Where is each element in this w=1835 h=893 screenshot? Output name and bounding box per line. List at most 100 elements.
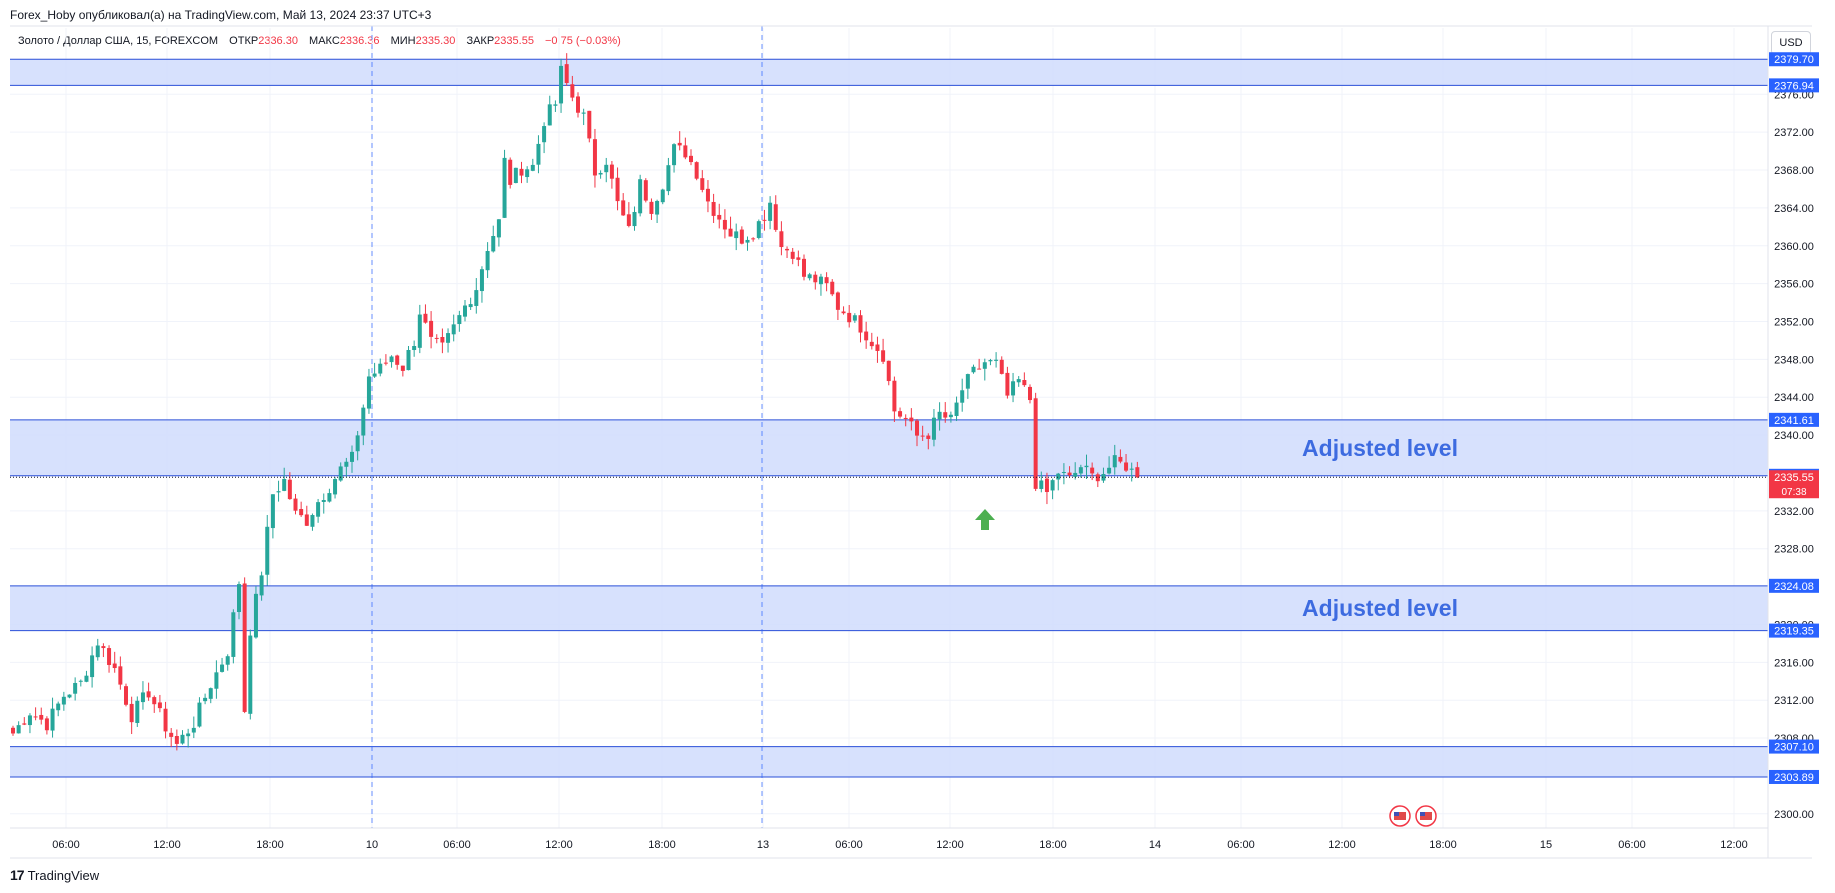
candle-body — [1078, 467, 1083, 474]
candle-body — [818, 276, 823, 285]
candle-body — [519, 168, 524, 176]
y-tick-label: 2360.00 — [1774, 241, 1814, 253]
candle-body — [208, 688, 213, 699]
price-label-bg — [1769, 578, 1819, 593]
candle-body — [564, 64, 569, 84]
candle-body — [525, 169, 530, 178]
price-label-bg — [1769, 78, 1819, 93]
candle-body — [152, 697, 157, 705]
candle-body — [1044, 478, 1049, 493]
candle-body — [739, 229, 744, 244]
candle-body — [536, 143, 541, 165]
candle-body — [180, 734, 185, 744]
chart-grid — [10, 28, 1768, 828]
candle-body — [474, 290, 479, 306]
price-label: 2341.61 — [1774, 415, 1814, 427]
candle-body — [931, 417, 936, 440]
brand-label: TradingView — [27, 867, 100, 883]
y-tick-label: 2324.00 — [1774, 582, 1814, 594]
candle-body — [344, 461, 349, 467]
candle-body — [745, 239, 750, 243]
candle-body — [965, 374, 970, 389]
candle-body — [971, 366, 976, 373]
candle-body — [660, 189, 665, 203]
candle-body — [773, 204, 778, 230]
candle-body — [802, 258, 806, 277]
price-label: 2307.10 — [1774, 742, 1814, 754]
flag-canton — [1394, 812, 1399, 816]
candle-body — [468, 304, 473, 308]
candle-body — [1124, 462, 1129, 471]
candle-body — [135, 700, 140, 724]
x-tick-label: 12:00 — [1328, 839, 1356, 851]
price-label: 2324.08 — [1774, 581, 1814, 593]
candle-body — [1090, 467, 1095, 474]
candle-body — [626, 214, 631, 226]
high-label: МАКС — [309, 35, 340, 47]
candle-body — [756, 221, 761, 238]
y-tick-label: 2308.00 — [1774, 733, 1814, 745]
candle-body — [886, 360, 891, 382]
candle-body — [1056, 473, 1061, 480]
close-value: 2335.55 — [494, 35, 534, 47]
zone-annotation: Adjusted level — [1302, 435, 1458, 461]
candle-body — [570, 84, 575, 98]
candle-body — [728, 228, 733, 237]
zone-rect — [10, 746, 1768, 777]
price-label: 2303.89 — [1774, 772, 1814, 784]
candle-body — [406, 349, 411, 371]
candle-body — [417, 314, 422, 348]
high-value: 2336.36 — [339, 35, 380, 47]
y-tick-label: 2336.00 — [1774, 468, 1814, 480]
x-tick-label: 06:00 — [443, 839, 471, 851]
price-label: 2335.70 — [1774, 471, 1814, 483]
candle-body — [310, 515, 315, 527]
candlesticks — [11, 53, 1140, 751]
candle-body — [457, 315, 462, 325]
candle-body — [429, 320, 434, 337]
tradingview-footer[interactable]: 17 TradingView — [10, 867, 99, 883]
candle-body — [875, 344, 880, 351]
flag-ring — [1389, 805, 1411, 827]
candle-body — [434, 337, 439, 339]
candle-body — [33, 716, 38, 718]
candle-body — [779, 231, 784, 248]
candle-body — [157, 702, 162, 709]
candle-body — [892, 380, 897, 412]
low-value: 2335.30 — [415, 35, 456, 47]
x-tick-label: 18:00 — [1429, 839, 1457, 851]
candle-body — [56, 703, 61, 711]
open-value: 2336.30 — [258, 35, 298, 47]
y-tick-label: 2344.00 — [1774, 392, 1814, 404]
candle-body — [118, 666, 123, 685]
candle-body — [841, 311, 846, 314]
candle-body — [852, 315, 857, 321]
candle-body — [287, 479, 292, 500]
currency-button[interactable]: USD — [1771, 31, 1811, 55]
candle-body — [1011, 381, 1016, 396]
x-tick-label: 14 — [1149, 839, 1161, 851]
candle-body — [169, 732, 174, 737]
candle-body — [1095, 474, 1100, 482]
candle-body — [44, 718, 49, 731]
axes: 2300.00 2304.00 2308.00 2312.00 2316.00 2320.… — [10, 25, 1814, 859]
y-tick-label: 2352.00 — [1774, 316, 1814, 328]
candle-body — [943, 412, 948, 418]
candle-body — [609, 164, 614, 179]
candle-body — [513, 167, 518, 184]
candle-body — [214, 672, 219, 689]
candle-body — [95, 645, 100, 658]
candle-body — [1033, 398, 1038, 489]
session-break-lines — [371, 26, 763, 828]
candle-body — [327, 493, 332, 502]
candle-body — [717, 214, 722, 220]
current-price-label: 2335.55 — [1774, 472, 1814, 484]
candle-body — [705, 188, 710, 202]
candle-body — [1028, 386, 1032, 401]
candle-body — [768, 202, 773, 221]
candle-body — [1016, 379, 1021, 383]
candle-body — [446, 333, 451, 343]
y-tick-label: 2356.00 — [1774, 279, 1814, 291]
candle-body — [785, 248, 790, 251]
